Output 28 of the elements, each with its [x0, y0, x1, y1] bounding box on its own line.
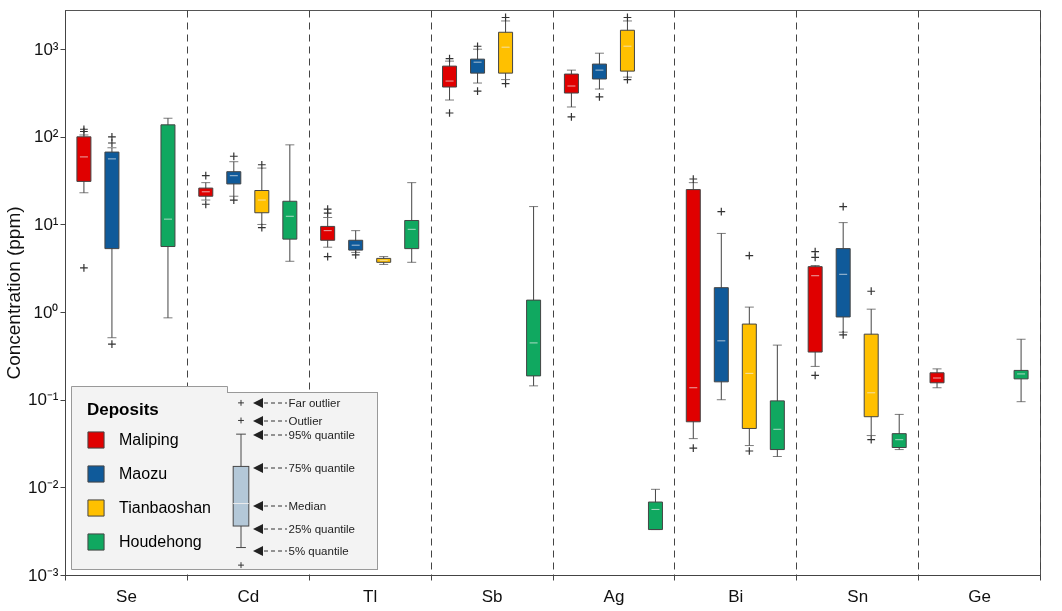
- y-tick-label: 10³: [33, 39, 59, 59]
- legend-label: Tianbaoshan: [119, 499, 211, 516]
- annotation: Far outlier: [288, 396, 341, 409]
- legend-label: Maozu: [119, 465, 168, 482]
- x-tick-label: Ag: [603, 586, 625, 606]
- x-tick-label: Cd: [237, 586, 260, 606]
- x-tick-label: Ge: [968, 586, 991, 606]
- y-tick-label: 10¹: [33, 214, 59, 234]
- y-tick-label: 10²: [33, 127, 59, 147]
- legend-label: Maliping: [119, 431, 179, 448]
- annotation: 5% quantile: [288, 544, 349, 557]
- y-tick-label: 10⁻³: [27, 565, 59, 585]
- y-axis-title: Concentration (ppm): [2, 206, 24, 380]
- y-tick-label: 10⁰: [33, 302, 59, 322]
- annotation: Median: [288, 499, 327, 512]
- x-tick-label: Tl: [363, 586, 378, 606]
- annotation: 25% quantile: [288, 522, 355, 535]
- legend-title: Deposits: [87, 400, 159, 419]
- x-tick-label: Sn: [847, 586, 869, 606]
- y-tick-label: 10⁻²: [27, 477, 59, 497]
- y-tick-label: 10⁻¹: [27, 390, 59, 410]
- annotation: 95% quantile: [288, 428, 355, 441]
- annotation: Outlier: [288, 414, 323, 427]
- x-tick-label: Bi: [728, 586, 744, 606]
- x-tick-label: Se: [116, 586, 137, 606]
- x-tick-label: Sb: [481, 586, 503, 606]
- annotation: 75% quantile: [288, 461, 355, 474]
- legend-label: Houdehong: [119, 533, 202, 550]
